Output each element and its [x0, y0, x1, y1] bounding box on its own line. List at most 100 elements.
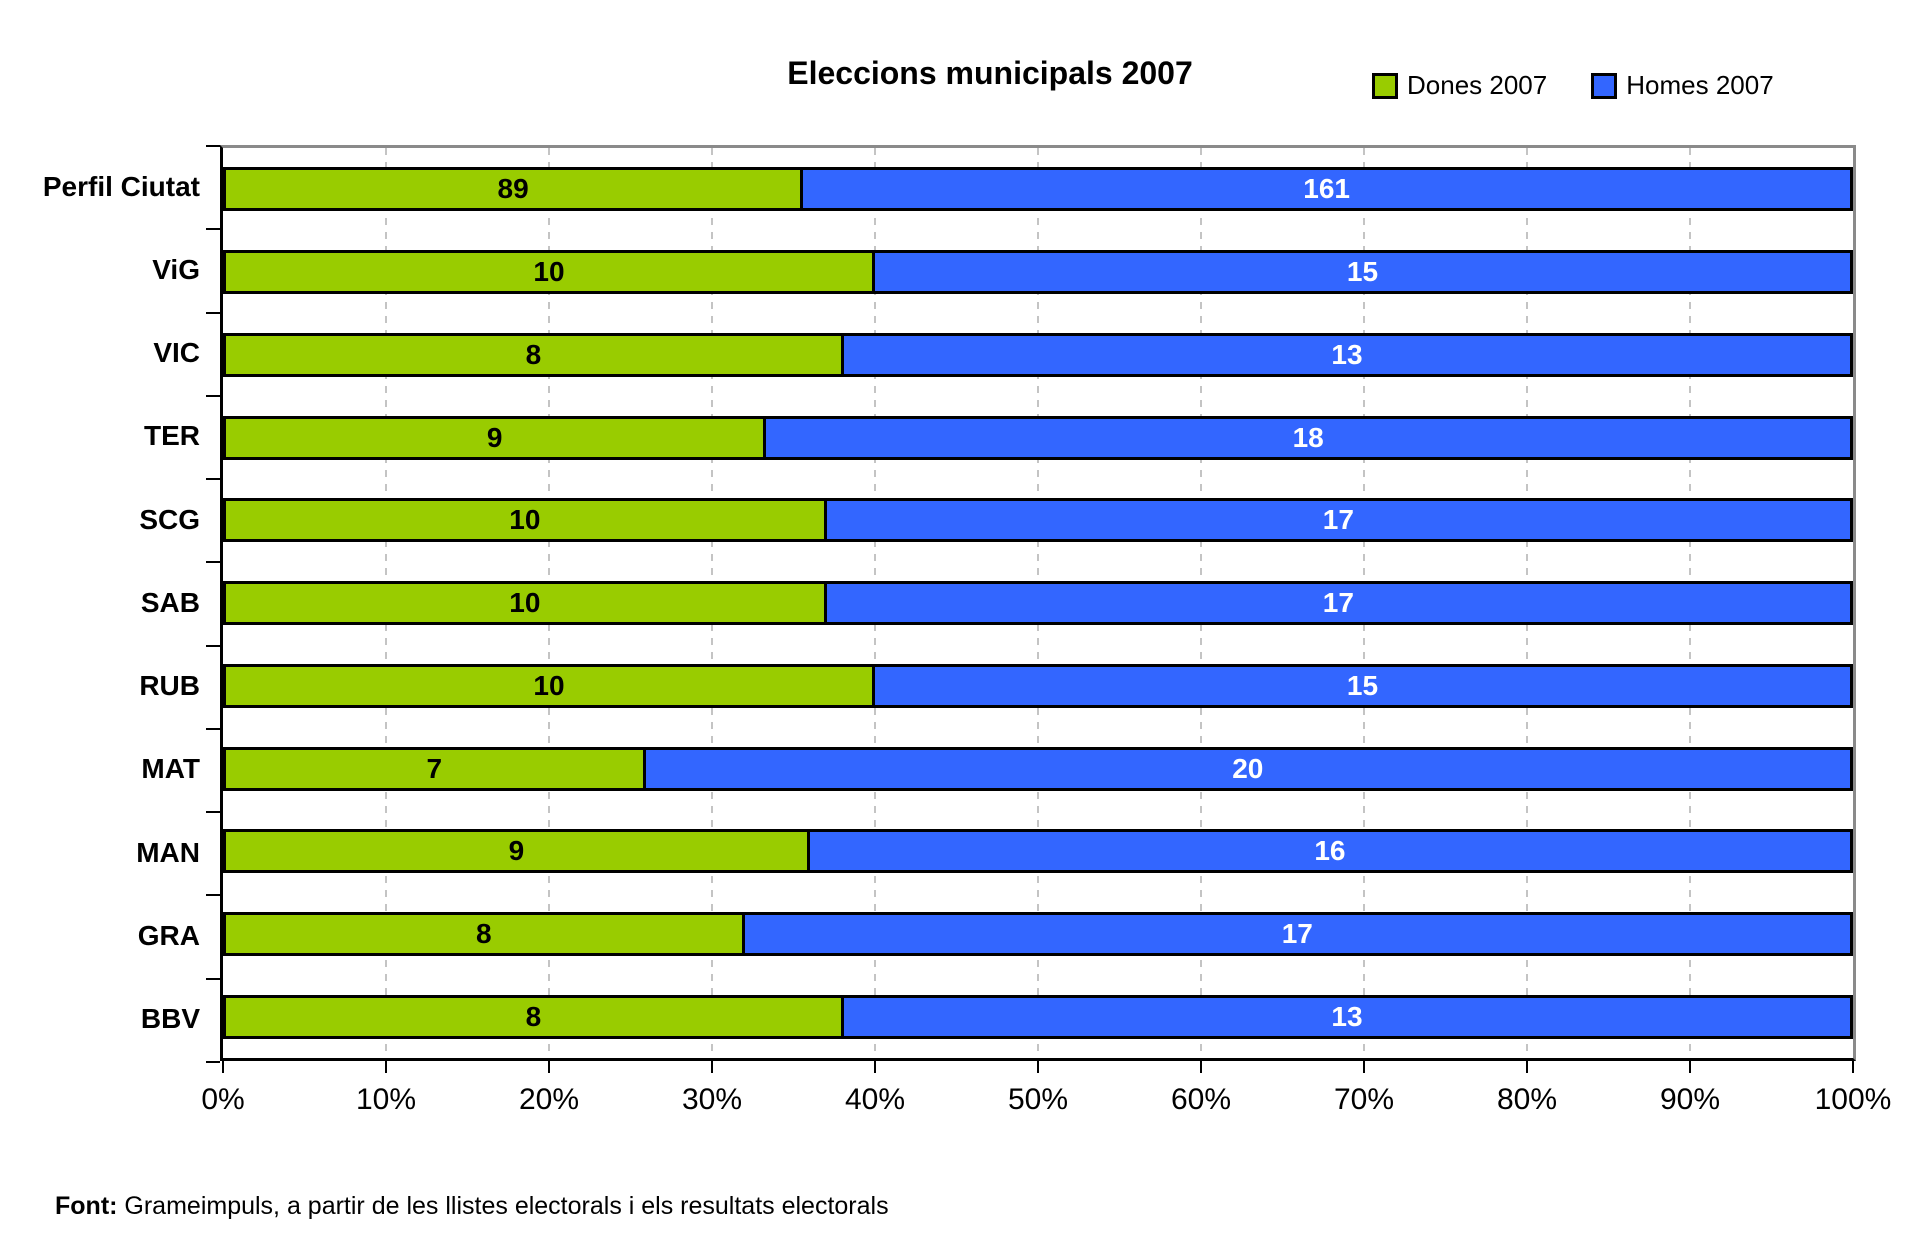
- bar-segment-homes: 17: [826, 498, 1853, 543]
- category-slot: Perfil Ciutat: [0, 145, 200, 228]
- bar-segment-dones: 10: [223, 250, 875, 295]
- bar-segment-dones: 9: [223, 829, 810, 874]
- bar-value-label: 8: [525, 338, 542, 370]
- category-label: VIC: [153, 337, 200, 369]
- x-tick-label: 50%: [1007, 1083, 1069, 1116]
- bar-value-label: 9: [508, 835, 525, 867]
- bar-segment-homes: 17: [744, 911, 1853, 956]
- bar-segment-dones: 8: [223, 332, 844, 377]
- bar-row: 10 17: [223, 479, 1853, 562]
- legend-item-homes: Homes 2007: [1591, 70, 1774, 101]
- bar-value-label: 10: [533, 669, 565, 701]
- bar-value-label: 13: [1331, 338, 1363, 370]
- bar-value-label: 15: [1346, 256, 1379, 288]
- category-label: BBV: [140, 1003, 200, 1035]
- category-label: SAB: [140, 586, 200, 618]
- category-slot: GRA: [0, 894, 200, 977]
- x-tick-label: 40%: [844, 1083, 906, 1116]
- bar-row: 7 20: [223, 727, 1853, 810]
- bar-row: 8 17: [223, 893, 1853, 976]
- category-label: GRA: [137, 920, 200, 952]
- bar-value-label: 10: [509, 504, 541, 536]
- bar-segment-dones: 89: [223, 167, 804, 212]
- bar-row: 10 15: [223, 644, 1853, 727]
- bar-rows: 89 161 10 15 8 13 9 18 10 17 10 17 10 15 7 20 9 16 8 17 8 13: [223, 148, 1853, 1058]
- category-label: SCG: [139, 503, 200, 535]
- y-tick: [206, 1061, 220, 1063]
- y-tick: [206, 561, 220, 563]
- x-tick: [222, 1061, 224, 1073]
- category-slot: MAN: [0, 811, 200, 894]
- x-tick: [385, 1061, 387, 1073]
- bar-value-label: 10: [533, 256, 565, 288]
- bar-segment-dones: 10: [223, 663, 875, 708]
- stacked-bar: 8 13: [223, 332, 1853, 377]
- y-tick: [206, 978, 220, 980]
- stacked-bar: 7 20: [223, 746, 1853, 791]
- y-tick: [206, 145, 220, 147]
- x-tick-label: 60%: [1170, 1083, 1232, 1116]
- bar-segment-homes: 17: [826, 581, 1853, 626]
- chart-title: Eleccions municipals 2007: [787, 55, 1193, 91]
- category-slot: RUB: [0, 645, 200, 728]
- x-tick: [1037, 1061, 1039, 1073]
- category-label: MAT: [141, 753, 200, 785]
- bar-value-label: 16: [1314, 835, 1346, 867]
- bar-value-label: 13: [1331, 1000, 1363, 1032]
- source-text: Grameimpuls, a partir de les llistes ele…: [117, 1192, 889, 1220]
- bar-segment-homes: 18: [766, 415, 1853, 460]
- x-tick-label: 80%: [1496, 1083, 1558, 1116]
- stacked-bar: 8 13: [223, 994, 1853, 1039]
- bar-segment-dones: 9: [223, 415, 767, 460]
- bar-value-label: 17: [1322, 587, 1354, 619]
- x-tick-label: 30%: [681, 1083, 743, 1116]
- bar-value-label: 161: [1303, 173, 1350, 205]
- legend-label-dones: Dones 2007: [1407, 70, 1548, 100]
- bar-value-label: 9: [486, 421, 503, 453]
- legend-swatch-dones-icon: [1372, 72, 1398, 99]
- category-slot: ViG: [0, 228, 200, 311]
- x-tick: [1363, 1061, 1365, 1073]
- x-tick: [548, 1061, 550, 1073]
- x-tick-label: 70%: [1333, 1083, 1395, 1116]
- bar-segment-homes: 13: [843, 332, 1853, 377]
- bar-row: 10 15: [223, 231, 1853, 314]
- bar-value-label: 17: [1322, 504, 1354, 536]
- stacked-bar: 10 15: [223, 663, 1853, 708]
- legend-label-homes: Homes 2007: [1626, 70, 1774, 100]
- stacked-bar: 9 18: [223, 415, 1853, 460]
- category-slot: SAB: [0, 561, 200, 644]
- y-tick: [206, 645, 220, 647]
- category-slot: TER: [0, 395, 200, 478]
- y-tick: [206, 478, 220, 480]
- category-axis-ticks: [206, 145, 220, 1063]
- source-label: Font:: [55, 1192, 118, 1220]
- bar-value-label: 17: [1281, 917, 1313, 949]
- category-slot: VIC: [0, 312, 200, 395]
- y-tick: [206, 395, 220, 397]
- stacked-bar: 10 15: [223, 250, 1853, 295]
- bar-value-label: 7: [426, 752, 443, 784]
- bar-value-label: 10: [509, 587, 541, 619]
- x-tick-label: 10%: [355, 1083, 417, 1116]
- x-tick-label: 90%: [1659, 1083, 1721, 1116]
- bar-row: 10 17: [223, 562, 1853, 645]
- category-slot: MAT: [0, 728, 200, 811]
- category-label: RUB: [139, 670, 200, 702]
- bar-segment-dones: 10: [223, 498, 827, 543]
- category-slot: BBV: [0, 978, 200, 1061]
- y-tick: [206, 228, 220, 230]
- bar-row: 9 18: [223, 396, 1853, 479]
- bar-value-label: 18: [1292, 421, 1324, 453]
- x-tick-label: 100%: [1814, 1083, 1892, 1116]
- x-tick: [1852, 1061, 1854, 1073]
- bar-row: 8 13: [223, 975, 1853, 1058]
- category-label: MAN: [136, 836, 200, 868]
- x-tick-label: 20%: [518, 1083, 580, 1116]
- stacked-bar: 89 161: [223, 167, 1853, 212]
- y-tick: [206, 312, 220, 314]
- x-tick: [711, 1061, 713, 1073]
- x-tick-label: 0%: [201, 1083, 245, 1116]
- bar-value-label: 15: [1346, 669, 1379, 701]
